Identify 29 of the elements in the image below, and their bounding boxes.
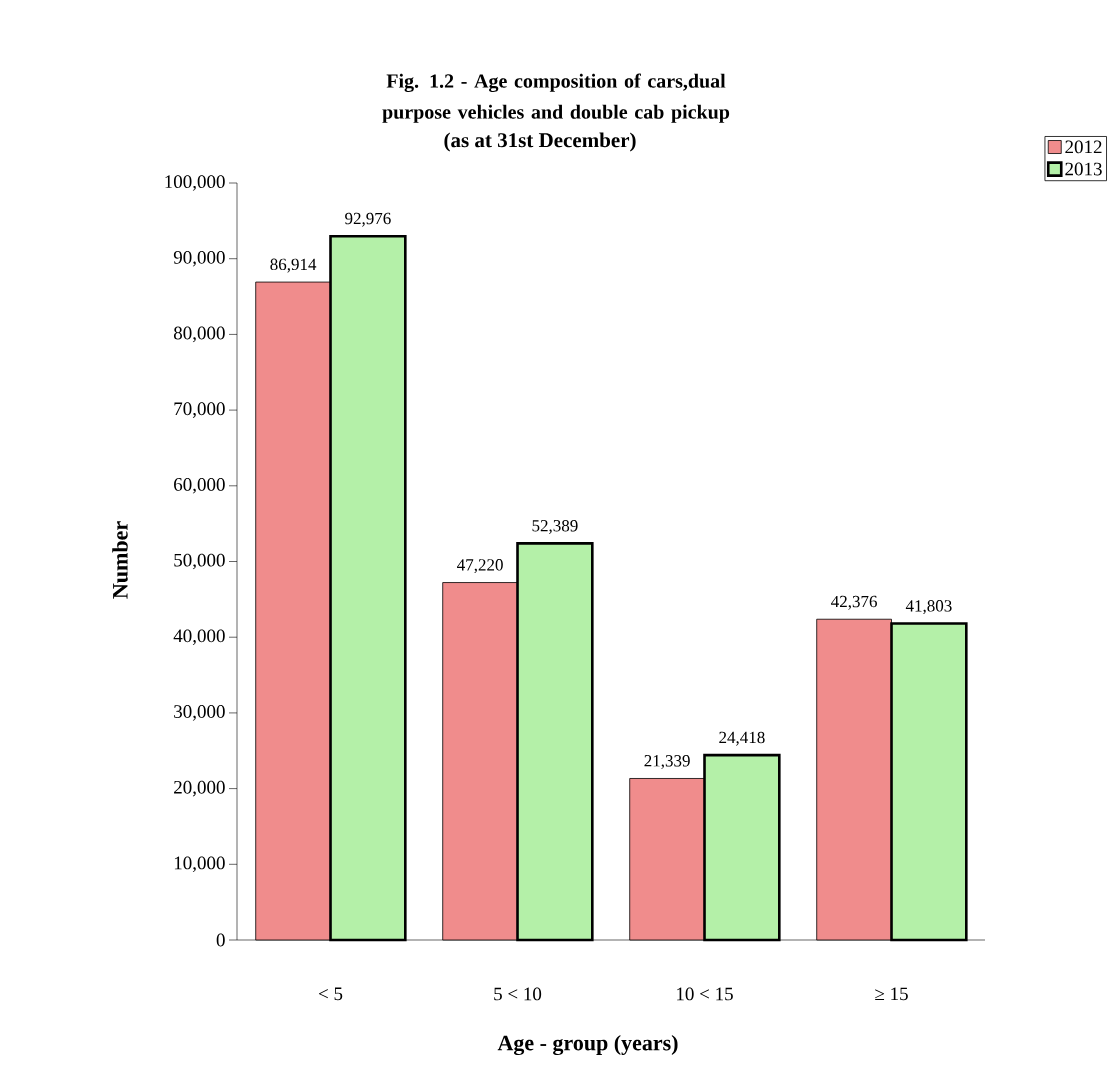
data-label: 42,376 bbox=[831, 595, 877, 610]
data-label: 21,339 bbox=[644, 755, 690, 769]
y-tick-label: 60,000 bbox=[174, 478, 225, 494]
data-label: 86,914 bbox=[270, 258, 317, 273]
y-tick-label: 10,000 bbox=[174, 856, 225, 873]
y-tick-label: 40,000 bbox=[173, 629, 225, 645]
y-tick-label: 100,000 bbox=[165, 175, 225, 191]
y-tick-label: 70,000 bbox=[174, 402, 225, 418]
y-axis-title: Number bbox=[112, 521, 128, 599]
data-label: 41,803 bbox=[905, 600, 952, 615]
x-tick-label: 5 < 10 bbox=[494, 987, 542, 1001]
y-tick-label: 50,000 bbox=[174, 553, 225, 570]
y-tick-label: 90,000 bbox=[173, 250, 225, 267]
chart-subtitle: (as at 31st December) bbox=[444, 132, 636, 152]
y-tick-label: 0 bbox=[216, 933, 225, 947]
data-label: 24,418 bbox=[719, 731, 765, 746]
legend-label: 2012 bbox=[1065, 140, 1102, 154]
y-tick-label: 20,000 bbox=[174, 780, 225, 797]
data-label: 47,220 bbox=[457, 559, 503, 574]
legend-label: 2013 bbox=[1065, 162, 1102, 176]
data-label: 92,976 bbox=[345, 212, 391, 227]
y-tick-label: 80,000 bbox=[173, 326, 225, 343]
data-label: 52,389 bbox=[532, 519, 578, 534]
y-tick-label: 30,000 bbox=[174, 705, 225, 721]
x-tick-label: < 5 bbox=[318, 987, 343, 1001]
x-axis-title: Age - group (years) bbox=[497, 1034, 678, 1056]
x-tick-label: ≥ 15 bbox=[875, 987, 908, 1001]
chart-title: Fig. 1.2 - Age composition of cars,dual purpose vehicles and double cab pickup bbox=[382, 73, 730, 123]
x-tick-label: 10 < 15 bbox=[677, 987, 733, 1001]
